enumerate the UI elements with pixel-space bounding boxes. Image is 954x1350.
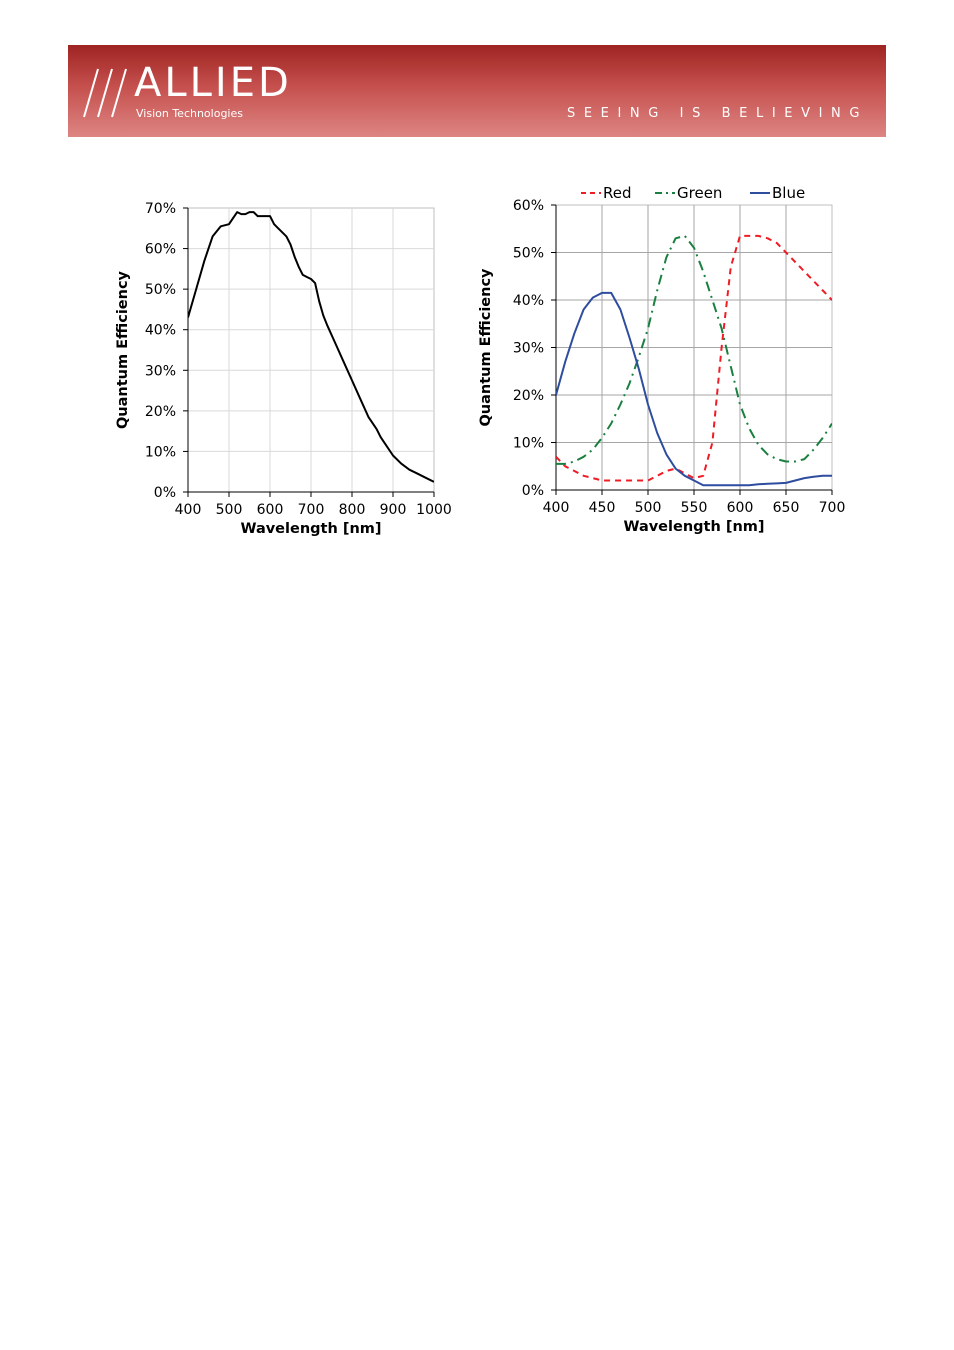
y-axis-title: Quantum Efficiency [478, 268, 494, 427]
x-tick-label: 700 [298, 502, 325, 518]
series-line-green [556, 234, 832, 465]
x-tick-label: 600 [257, 502, 284, 518]
header-banner: ALLIED Vision Technologies SEEING IS BEL… [68, 45, 886, 137]
x-axis-title: Wavelength [nm] [240, 521, 381, 537]
y-tick-label: 10% [145, 444, 176, 460]
y-tick-label: 20% [513, 388, 544, 404]
series-line-blue [556, 291, 832, 487]
legend-label-green: Green [677, 184, 722, 202]
y-tick-label: 30% [513, 341, 544, 357]
y-tick-label: 30% [145, 363, 176, 379]
triple-slash-logo-icon [83, 68, 127, 118]
legend-label-red: Red [603, 184, 632, 202]
x-tick-label: 1000 [416, 502, 452, 518]
y-tick-label: 20% [145, 404, 176, 420]
x-tick-label: 700 [819, 500, 846, 516]
color-qe-chart: 400 450 500 550 600 650 700 0% 10% 20% 30% 40% 50% 60… [478, 184, 845, 535]
brand-name: ALLIED [134, 60, 292, 106]
chart-legend: Red Green Blue [581, 184, 805, 202]
series-line-response-0 [188, 211, 434, 483]
y-tick-label: 40% [145, 323, 176, 339]
series-line-red [556, 234, 832, 482]
y-tick-label: 50% [145, 282, 176, 298]
x-tick-label: 500 [635, 500, 662, 516]
mono-qe-chart: 400 500 600 700 800 900 1000 0% 10% 20% 30% 40% 50% 6… [115, 201, 452, 537]
y-tick-label: 40% [513, 293, 544, 309]
y-axis-title: Quantum Efficiency [115, 270, 131, 429]
x-tick-label: 800 [339, 502, 366, 518]
y-tick-label: 0% [522, 483, 544, 499]
x-axis-title: Wavelength [nm] [623, 519, 764, 535]
y-tick-label: 70% [145, 201, 176, 217]
y-tick-label: 50% [513, 246, 544, 262]
x-tick-label: 400 [543, 500, 570, 516]
x-tick-label: 650 [773, 500, 800, 516]
x-tick-label: 400 [175, 502, 202, 518]
x-tick-label: 450 [589, 500, 616, 516]
x-tick-label: 900 [380, 502, 407, 518]
y-tick-label: 60% [513, 198, 544, 214]
y-tick-label: 10% [513, 436, 544, 452]
x-tick-label: 500 [216, 502, 243, 518]
tagline: SEEING IS BELIEVING [566, 106, 868, 121]
x-tick-label: 550 [681, 500, 708, 516]
y-tick-label: 0% [154, 485, 176, 501]
x-tick-label: 600 [727, 500, 754, 516]
legend-label-blue: Blue [772, 184, 805, 202]
brand-subtitle: Vision Technologies [136, 107, 243, 120]
y-tick-label: 60% [145, 242, 176, 258]
